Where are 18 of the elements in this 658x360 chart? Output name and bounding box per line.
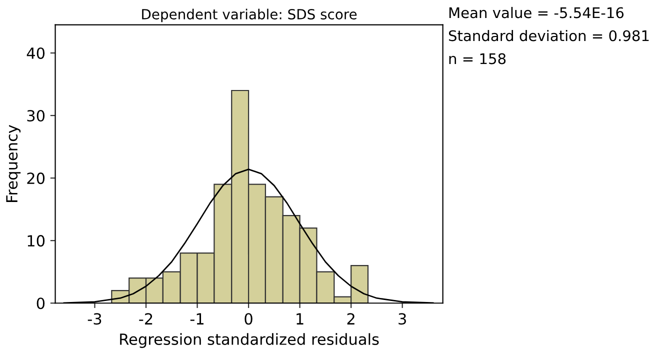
x-tick-label: 2 [347,313,354,324]
y-tick-label: 30 [27,110,45,122]
text: Standard deviation = 0.981 [448,30,649,42]
x-tick-label: 1 [296,313,304,324]
y-tick-label: 10 [28,235,45,247]
text: n = 158 [449,53,506,64]
x-tick-label: -3 [88,313,102,325]
y-axis-title: Frequency [6,124,21,202]
y-tick-label: 40 [26,47,45,59]
x-axis-title: Regression standardized residuals [120,333,379,348]
x-tick-label: 0 [244,313,252,325]
x-tick-label: 3 [398,313,406,325]
y-tick-label: 20 [27,172,45,184]
y-tick-label: 0 [36,298,45,310]
text: Mean value = -5.54E-16 [449,6,624,18]
x-tick-label: -2 [139,313,152,324]
chart-title: Dependent variable: SDS score [142,8,357,22]
x-tick-label: -1 [190,313,204,324]
